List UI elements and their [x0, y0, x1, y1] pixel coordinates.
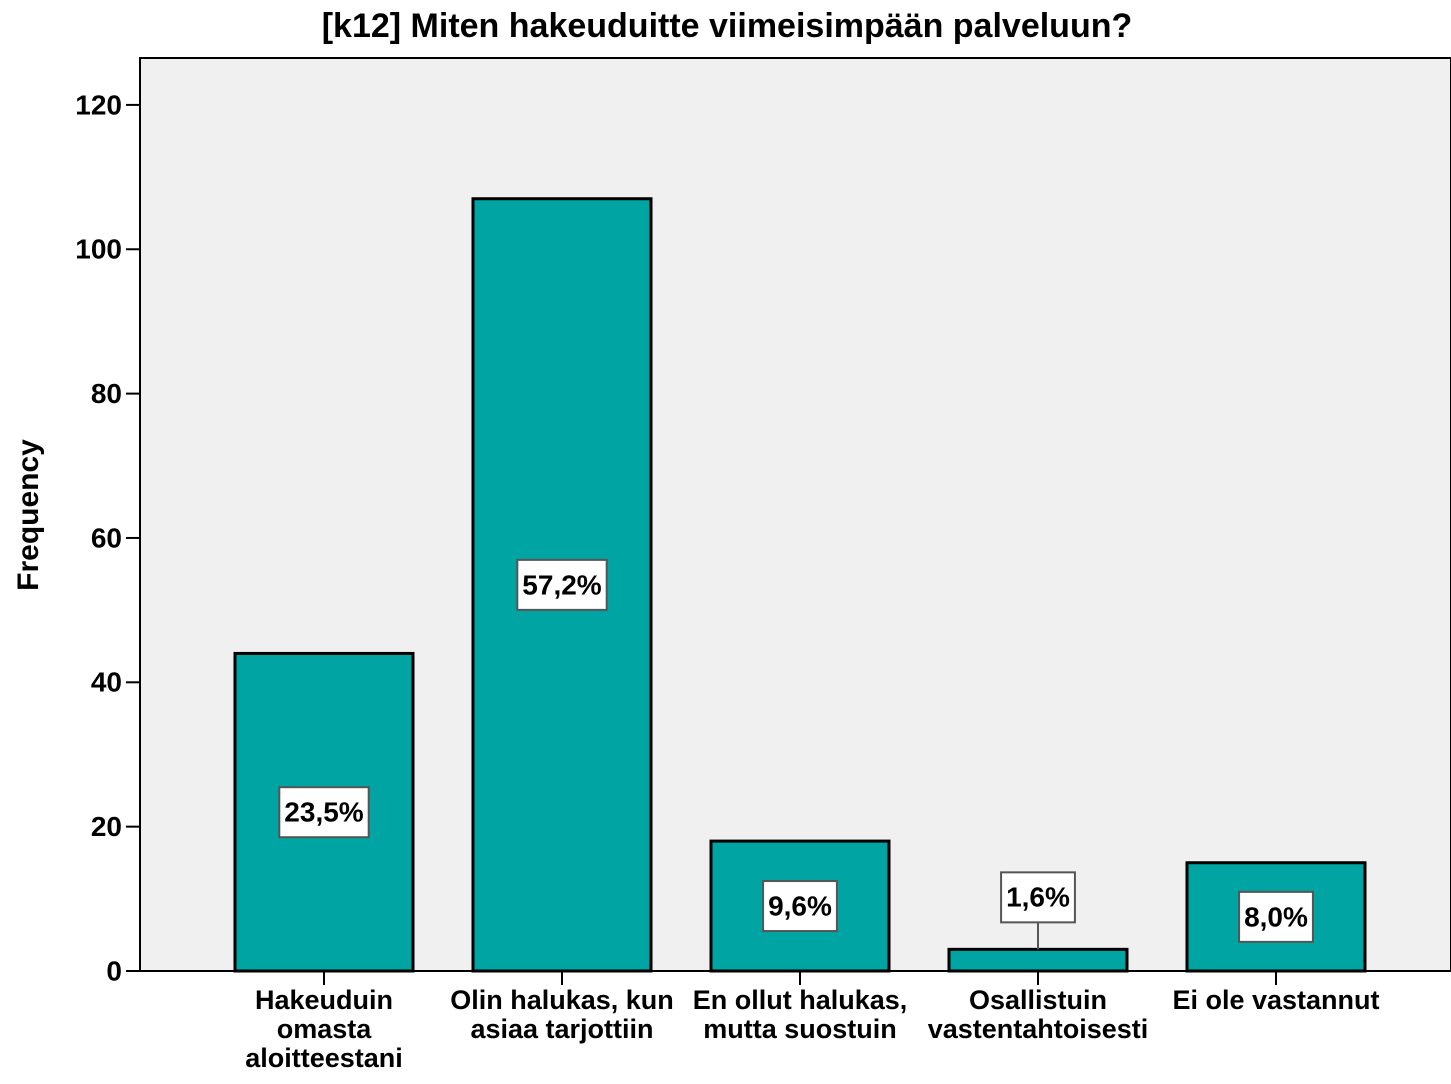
- x-tick-label: Hakeuduin omasta aloitteestani: [245, 985, 403, 1073]
- chart-title: [k12] Miten hakeuduitte viimeisimpään pa…: [322, 7, 1133, 45]
- y-tick-label: 60: [91, 522, 122, 553]
- y-tick-label: 80: [91, 378, 122, 409]
- x-tick-label: En ollut halukas, mutta suostuin: [693, 985, 908, 1044]
- y-tick-label: 40: [91, 667, 122, 698]
- data-label-box: [762, 880, 838, 933]
- bar: [947, 947, 1129, 973]
- data-label: 8,0%: [1244, 901, 1308, 932]
- data-label: 1,6%: [1006, 882, 1070, 913]
- y-axis-label: Frequency: [12, 439, 45, 591]
- x-tick-label: Ei ole vastannut: [1172, 985, 1379, 1015]
- data-label-box: [278, 786, 370, 839]
- y-tick-label: 0: [106, 955, 122, 986]
- x-tick-label: Osallistuin vastentahtoisesti: [928, 985, 1149, 1044]
- data-label: 9,6%: [768, 890, 832, 921]
- data-label: 57,2%: [522, 569, 601, 600]
- data-label: 23,5%: [284, 797, 363, 828]
- y-tick-label: 120: [75, 89, 122, 120]
- y-tick-label: 20: [91, 811, 122, 842]
- data-label-box: [1000, 871, 1076, 924]
- data-label-box: [1238, 890, 1314, 943]
- x-tick-label: Olin halukas, kun asiaa tarjottiin: [450, 985, 674, 1044]
- data-label-box: [516, 558, 608, 611]
- y-tick-label: 100: [75, 234, 122, 265]
